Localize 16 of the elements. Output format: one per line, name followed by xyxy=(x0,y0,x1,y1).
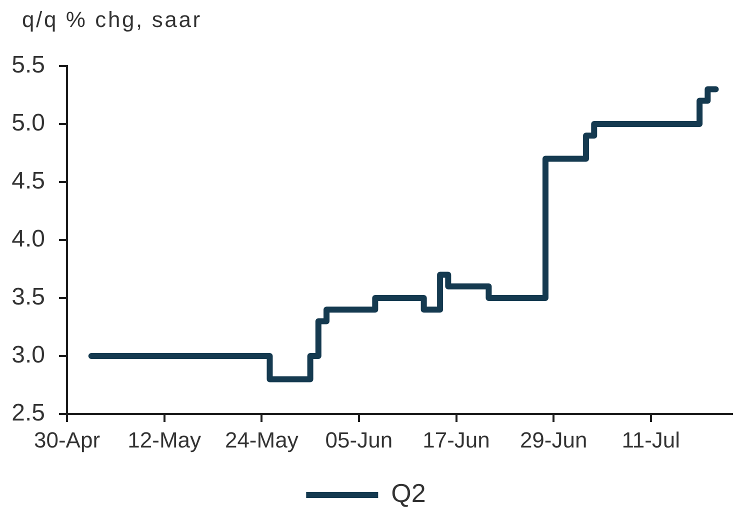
x-tick-label: 29-Jun xyxy=(520,427,588,452)
x-tick-label: 12-May xyxy=(128,427,201,452)
y-tick-label: 4.0 xyxy=(12,226,45,253)
x-tick-label: 24-May xyxy=(224,427,298,452)
y-tick-label: 2.5 xyxy=(12,400,45,427)
x-tick-label: 30-Apr xyxy=(34,427,100,452)
x-tick-label: 05-Jun xyxy=(325,427,393,452)
y-axis-title: q/q % chg, saar xyxy=(22,7,202,32)
y-tick-label: 3.0 xyxy=(12,342,45,369)
x-tick-label: 17-Jun xyxy=(422,427,490,452)
y-tick-label: 5.0 xyxy=(12,110,45,137)
y-tick-label: 5.5 xyxy=(12,52,45,79)
legend-label: Q2 xyxy=(391,478,426,508)
x-tick-label: 11-Jul xyxy=(622,427,680,452)
y-tick-label: 3.5 xyxy=(12,284,45,311)
y-tick-label: 4.5 xyxy=(12,168,45,195)
